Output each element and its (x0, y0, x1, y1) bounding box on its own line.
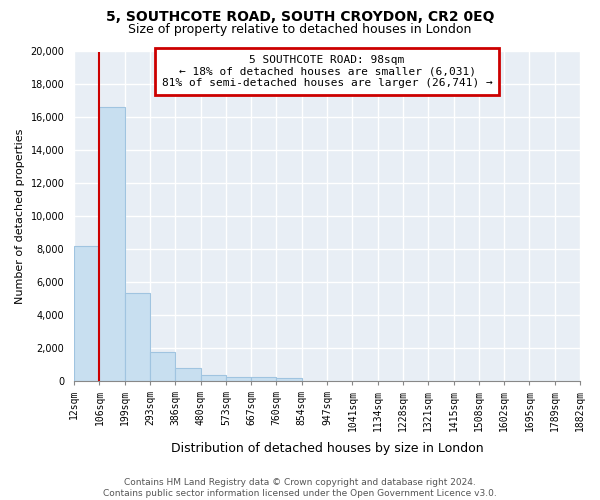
Bar (150, 352, 175, 380)
X-axis label: Distribution of detached houses by size in London: Distribution of detached houses by size … (171, 442, 484, 455)
Bar (226, 376, 251, 380)
Text: 5, SOUTHCOTE ROAD, SOUTH CROYDON, CR2 0EQ: 5, SOUTHCOTE ROAD, SOUTH CROYDON, CR2 0E… (106, 10, 494, 24)
Bar (175, 368, 200, 380)
Y-axis label: Number of detached properties: Number of detached properties (15, 128, 25, 304)
Text: 5 SOUTHCOTE ROAD: 98sqm
← 18% of detached houses are smaller (6,031)
81% of semi: 5 SOUTHCOTE ROAD: 98sqm ← 18% of detache… (162, 55, 493, 88)
Bar (74, 246, 100, 380)
Bar (100, 108, 125, 380)
Bar (277, 378, 302, 380)
Bar (251, 378, 277, 380)
Bar (125, 294, 150, 380)
Text: Contains HM Land Registry data © Crown copyright and database right 2024.
Contai: Contains HM Land Registry data © Crown c… (103, 478, 497, 498)
Text: Size of property relative to detached houses in London: Size of property relative to detached ho… (128, 22, 472, 36)
Bar (200, 375, 226, 380)
